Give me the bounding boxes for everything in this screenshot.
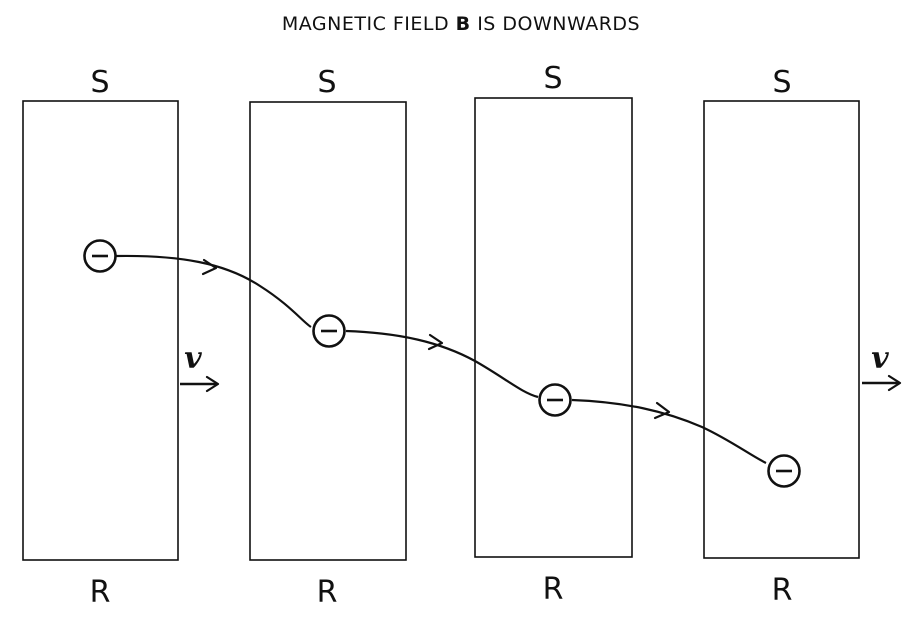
strip-2-bottom-label: R xyxy=(317,575,338,610)
strip-3-bottom-label: R xyxy=(543,572,564,607)
velocity-label-right: v xyxy=(871,341,889,376)
title-prefix: MAGNETIC FIELD xyxy=(282,13,456,35)
electron-4 xyxy=(767,454,801,488)
strip-4-box xyxy=(703,100,860,559)
trajectory-arrow-icon xyxy=(201,258,218,276)
velocity-indicator-right: v xyxy=(862,341,902,392)
title-field-symbol: B xyxy=(456,13,471,35)
strip-4-bottom-label: R xyxy=(772,573,793,608)
velocity-arrow-icon xyxy=(205,375,220,393)
strip-3-top-label: S xyxy=(543,61,562,96)
velocity-indicator-left: v xyxy=(180,341,220,393)
strip-3: S R xyxy=(474,61,633,607)
electron-1 xyxy=(83,239,117,273)
strip-2: S R xyxy=(249,65,407,610)
trajectory-segment-3 xyxy=(571,398,767,464)
strip-1: S R xyxy=(22,65,179,610)
velocity-label-left: v xyxy=(184,341,202,376)
trajectory-arrow-icon xyxy=(653,401,671,420)
diagram-title: MAGNETIC FIELD B IS DOWNWARDS xyxy=(282,13,640,35)
title-suffix: IS DOWNWARDS xyxy=(471,13,640,35)
strip-2-top-label: S xyxy=(317,65,336,100)
strip-4-top-label: S xyxy=(772,65,791,100)
strip-1-box xyxy=(22,100,179,561)
trajectory-segment-1 xyxy=(115,254,312,328)
strip-1-top-label: S xyxy=(90,65,109,100)
strip-3-box xyxy=(474,97,633,558)
electron-2 xyxy=(312,314,346,348)
strip-1-bottom-label: R xyxy=(90,575,111,610)
trajectory-segment-2 xyxy=(345,329,539,399)
velocity-arrow-icon xyxy=(887,374,902,392)
trajectory-arrow-icon xyxy=(427,333,444,351)
electron-3 xyxy=(538,383,572,417)
strip-2-box xyxy=(249,101,407,561)
strip-4: S R xyxy=(703,65,860,608)
